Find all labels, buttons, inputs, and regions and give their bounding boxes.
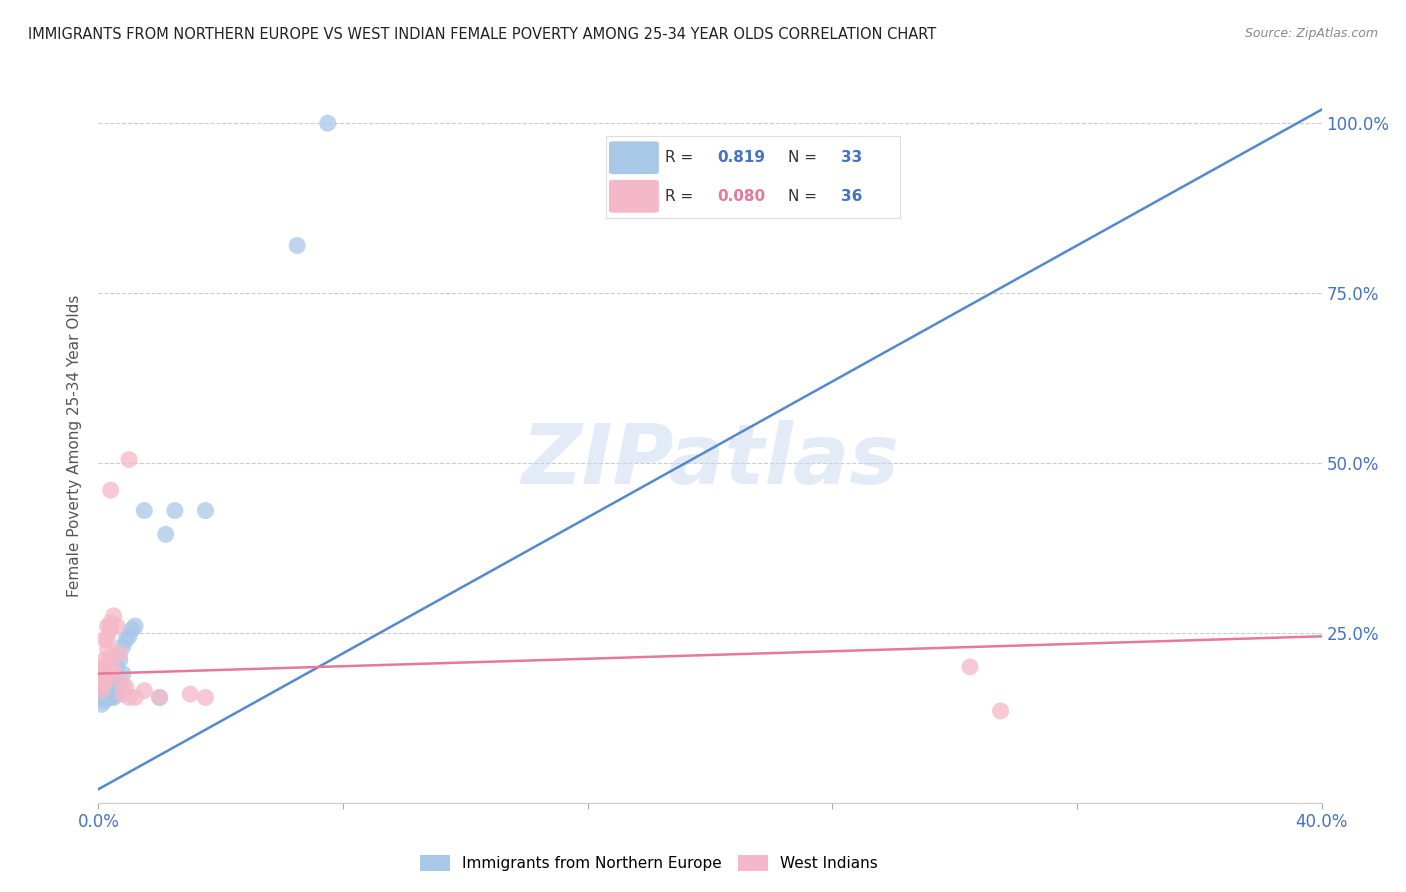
Point	[990, 704, 1012, 718]
Text: IMMIGRANTS FROM NORTHERN EUROPE VS WEST INDIAN FEMALE POVERTY AMONG 25-34 YEAR O: IMMIGRANTS FROM NORTHERN EUROPE VS WEST …	[28, 27, 936, 42]
Text: 0.819: 0.819	[717, 150, 766, 165]
Point	[100, 690, 122, 705]
Point	[118, 629, 141, 643]
Point	[90, 677, 112, 691]
FancyBboxPatch shape	[609, 141, 659, 174]
Point	[134, 683, 156, 698]
Point	[179, 687, 201, 701]
Point	[93, 632, 115, 647]
Point	[124, 619, 146, 633]
Point	[111, 666, 134, 681]
Text: R =: R =	[665, 189, 697, 203]
Point	[108, 653, 131, 667]
Point	[194, 690, 217, 705]
Point	[100, 623, 122, 637]
FancyBboxPatch shape	[609, 180, 659, 212]
Point	[149, 690, 172, 705]
Point	[155, 527, 177, 541]
Text: 33: 33	[841, 150, 862, 165]
Y-axis label: Female Poverty Among 25-34 Year Olds: Female Poverty Among 25-34 Year Olds	[67, 295, 83, 597]
Point	[111, 640, 134, 654]
Text: N =: N =	[789, 189, 823, 203]
Point	[97, 690, 120, 705]
Point	[103, 677, 125, 691]
Point	[90, 683, 112, 698]
Point	[90, 663, 112, 677]
Point	[121, 623, 143, 637]
Point	[118, 452, 141, 467]
Point	[97, 663, 120, 677]
Point	[100, 615, 122, 630]
Point	[105, 660, 128, 674]
Point	[90, 698, 112, 712]
Point	[115, 632, 138, 647]
Point	[93, 694, 115, 708]
Text: R =: R =	[665, 150, 697, 165]
Point	[97, 680, 120, 694]
Point	[118, 690, 141, 705]
Point	[105, 619, 128, 633]
Point	[93, 690, 115, 705]
Point	[124, 690, 146, 705]
Text: 36: 36	[841, 189, 862, 203]
Point	[115, 680, 138, 694]
Text: N =: N =	[789, 150, 823, 165]
Point	[134, 503, 156, 517]
Point	[163, 503, 186, 517]
Point	[90, 670, 112, 684]
Point	[103, 690, 125, 705]
Point	[285, 238, 308, 252]
Point	[100, 663, 122, 677]
Point	[90, 687, 112, 701]
Point	[100, 677, 122, 691]
Point	[111, 677, 134, 691]
Point	[316, 116, 339, 130]
Point	[97, 619, 120, 633]
Point	[90, 663, 112, 677]
Point	[108, 677, 131, 691]
Point	[93, 670, 115, 684]
Text: ZIPatlas: ZIPatlas	[522, 420, 898, 500]
Point	[100, 483, 122, 498]
Point	[105, 687, 128, 701]
Point	[90, 690, 112, 705]
Point	[111, 687, 134, 701]
Point	[194, 503, 217, 517]
Point	[108, 646, 131, 660]
Point	[93, 660, 115, 674]
Text: Source: ZipAtlas.com: Source: ZipAtlas.com	[1244, 27, 1378, 40]
Point	[103, 683, 125, 698]
Text: 0.080: 0.080	[717, 189, 766, 203]
Point	[103, 608, 125, 623]
Point	[103, 663, 125, 677]
Point	[100, 649, 122, 664]
Legend: Immigrants from Northern Europe, West Indians: Immigrants from Northern Europe, West In…	[413, 849, 884, 877]
Point	[93, 677, 115, 691]
Point	[93, 653, 115, 667]
Point	[93, 683, 115, 698]
Point	[97, 687, 120, 701]
Point	[149, 690, 172, 705]
Point	[97, 643, 120, 657]
Point	[959, 660, 981, 674]
Point	[100, 687, 122, 701]
Point	[105, 680, 128, 694]
Point	[97, 670, 120, 684]
Point	[97, 632, 120, 647]
